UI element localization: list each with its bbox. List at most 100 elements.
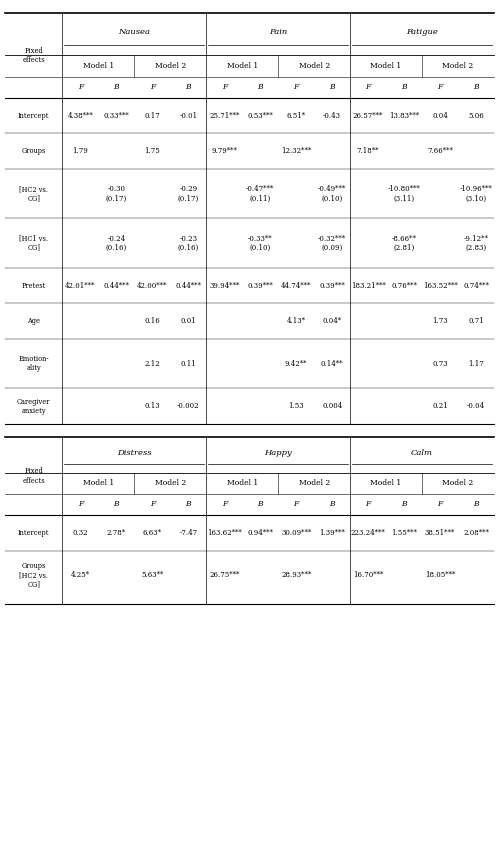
Text: 0.17: 0.17 <box>144 111 160 120</box>
Text: 30.09***: 30.09*** <box>281 529 311 537</box>
Text: 7.66***: 7.66*** <box>427 147 453 156</box>
Text: 6.63*: 6.63* <box>143 529 162 537</box>
Text: 28.93***: 28.93*** <box>281 571 311 580</box>
Text: 12.32***: 12.32*** <box>281 147 311 156</box>
Text: 1.53: 1.53 <box>288 402 304 411</box>
Text: -0.24
(0.16): -0.24 (0.16) <box>106 235 127 252</box>
Text: 0.33***: 0.33*** <box>103 111 129 120</box>
Text: 0.13: 0.13 <box>145 402 160 411</box>
Text: B: B <box>186 501 191 508</box>
Text: -0.04: -0.04 <box>467 402 485 411</box>
Text: [HC2 vs.
CG]: [HC2 vs. CG] <box>19 185 48 202</box>
Text: 1.73: 1.73 <box>432 317 448 326</box>
Text: 0.94***: 0.94*** <box>248 529 273 537</box>
Text: 13.83***: 13.83*** <box>389 111 419 120</box>
Text: 39.94***: 39.94*** <box>209 281 240 290</box>
Text: F: F <box>293 83 299 91</box>
Text: F: F <box>78 83 83 91</box>
Text: [HC1 vs.
CG]: [HC1 vs. CG] <box>19 235 48 252</box>
Text: F: F <box>365 83 371 91</box>
Text: F: F <box>365 501 371 508</box>
Text: 0.39***: 0.39*** <box>248 281 273 290</box>
Text: -0.23
(0.16): -0.23 (0.16) <box>178 235 199 252</box>
Text: 0.76***: 0.76*** <box>391 281 417 290</box>
Text: 9.79***: 9.79*** <box>211 147 237 156</box>
Text: 0.21: 0.21 <box>432 402 448 411</box>
Text: 0.73: 0.73 <box>432 360 448 368</box>
Text: 4.13*: 4.13* <box>287 317 306 326</box>
Text: F: F <box>438 83 443 91</box>
Text: B: B <box>113 501 119 508</box>
Text: 0.71: 0.71 <box>468 317 484 326</box>
Text: -0.43: -0.43 <box>323 111 341 120</box>
Text: -7.47: -7.47 <box>179 529 197 537</box>
Text: -10.80***
(3.11): -10.80*** (3.11) <box>388 185 421 202</box>
Text: 1.79: 1.79 <box>72 147 88 156</box>
Text: 26.75***: 26.75*** <box>209 571 240 580</box>
Text: 1.75: 1.75 <box>144 147 160 156</box>
Text: 9.42**: 9.42** <box>285 360 307 368</box>
Text: Model 2: Model 2 <box>155 479 186 487</box>
Text: -0.29
(0.17): -0.29 (0.17) <box>178 185 199 202</box>
Text: Happy: Happy <box>264 449 292 457</box>
Text: 0.04*: 0.04* <box>322 317 342 326</box>
Text: 0.04: 0.04 <box>432 111 448 120</box>
Text: Age: Age <box>27 317 40 326</box>
Text: F: F <box>222 83 227 91</box>
Text: 6.51*: 6.51* <box>286 111 306 120</box>
Text: 183.21***: 183.21*** <box>351 281 386 290</box>
Text: 0.01: 0.01 <box>181 317 196 326</box>
Text: F: F <box>150 501 155 508</box>
Text: -0.002: -0.002 <box>177 402 200 411</box>
Text: B: B <box>401 83 407 91</box>
Text: 5.06: 5.06 <box>468 111 484 120</box>
Text: Model 2: Model 2 <box>155 62 186 70</box>
Text: Fixed
effects: Fixed effects <box>22 468 45 484</box>
Text: 0.39***: 0.39*** <box>319 281 345 290</box>
Text: 1.55***: 1.55*** <box>391 529 417 537</box>
Text: Model 1: Model 1 <box>227 479 258 487</box>
Text: F: F <box>78 501 83 508</box>
Text: B: B <box>257 83 263 91</box>
Text: -0.49***
(0.10): -0.49*** (0.10) <box>318 185 346 202</box>
Text: F: F <box>438 501 443 508</box>
Text: Nausea: Nausea <box>118 28 150 36</box>
Text: F: F <box>222 501 227 508</box>
Text: Emotion-
ality: Emotion- ality <box>18 355 49 372</box>
Text: Model 1: Model 1 <box>370 62 402 70</box>
Text: 26.57***: 26.57*** <box>353 111 383 120</box>
Text: 4.38***: 4.38*** <box>67 111 93 120</box>
Text: Model 2: Model 2 <box>298 62 330 70</box>
Text: Model 2: Model 2 <box>298 479 330 487</box>
Text: 2.12: 2.12 <box>144 360 160 368</box>
Text: 7.18**: 7.18** <box>357 147 379 156</box>
Text: Intercept: Intercept <box>18 111 49 120</box>
Text: 4.25*: 4.25* <box>71 571 90 580</box>
Text: 0.004: 0.004 <box>322 402 342 411</box>
Text: B: B <box>401 501 407 508</box>
Text: 2.78*: 2.78* <box>107 529 126 537</box>
Text: -8.66**
(2.81): -8.66** (2.81) <box>392 235 417 252</box>
Text: Model 1: Model 1 <box>227 62 258 70</box>
Text: 42.00***: 42.00*** <box>137 281 168 290</box>
Text: Model 2: Model 2 <box>443 62 474 70</box>
Text: 0.11: 0.11 <box>181 360 196 368</box>
Text: Groups
[HC2 vs.
CG]: Groups [HC2 vs. CG] <box>19 562 48 589</box>
Text: 0.32: 0.32 <box>72 529 88 537</box>
Text: 1.39***: 1.39*** <box>319 529 345 537</box>
Text: B: B <box>257 501 263 508</box>
Text: 18.05***: 18.05*** <box>425 571 455 580</box>
Text: 0.16: 0.16 <box>144 317 160 326</box>
Text: -0.01: -0.01 <box>179 111 197 120</box>
Text: Calm: Calm <box>411 449 433 457</box>
Text: 0.44***: 0.44*** <box>175 281 201 290</box>
Text: 1.17: 1.17 <box>468 360 484 368</box>
Text: Pain: Pain <box>269 28 287 36</box>
Text: -0.33**
(0.10): -0.33** (0.10) <box>248 235 272 252</box>
Text: Model 1: Model 1 <box>370 479 402 487</box>
Text: 42.01***: 42.01*** <box>65 281 95 290</box>
Text: Fixed
effects: Fixed effects <box>22 47 45 64</box>
Text: Model 1: Model 1 <box>83 479 114 487</box>
Text: F: F <box>150 83 155 91</box>
Text: Intercept: Intercept <box>18 529 49 537</box>
